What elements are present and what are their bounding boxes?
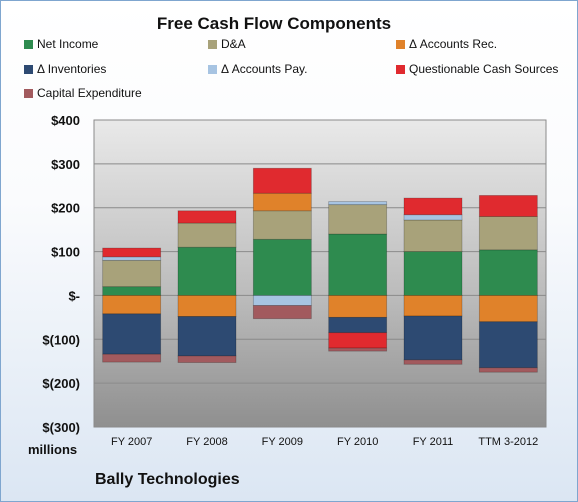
bar-segment-accounts-pay: [328, 201, 388, 206]
legend-item-capital-expenditure: Capital Expenditure: [24, 86, 142, 100]
y-tick-label: $300: [51, 157, 80, 172]
bar-segment-net-income: [252, 238, 312, 296]
bar-segment-inventories: [478, 321, 538, 369]
bar-segment-capital-expenditure: [177, 355, 237, 363]
legend-item-net-income: Net Income: [24, 37, 98, 51]
bar-segment-inventories: [102, 313, 162, 355]
legend-swatch: [208, 40, 217, 49]
bar-segment-accounts-rec: [403, 295, 463, 317]
bar-segment-capital-expenditure: [328, 347, 388, 352]
legend-label: Δ Accounts Rec.: [409, 37, 498, 51]
x-tick-label: FY 2009: [262, 436, 303, 448]
legend-item-d-a: D&A: [208, 37, 246, 51]
x-tick-label: FY 2011: [413, 436, 454, 448]
legend-label: Questionable Cash Sources: [409, 62, 559, 76]
y-tick-label: $200: [51, 201, 80, 216]
bar-segment-d-a: [403, 219, 463, 252]
unit-label: millions: [28, 442, 78, 457]
bar-segment-capital-expenditure: [478, 367, 538, 373]
bar-segment-accounts-rec: [102, 295, 162, 315]
company-name: Bally Technologies: [95, 471, 240, 488]
bar-segment-accounts-rec: [328, 295, 388, 318]
bar-segment-questionable-cash-sources: [102, 247, 162, 258]
legend-swatch: [396, 65, 405, 74]
bar-segment-questionable-cash-sources: [177, 210, 237, 224]
bar-segment-d-a: [252, 210, 312, 240]
legend-label: D&A: [221, 37, 246, 51]
bar-segment-net-income: [177, 246, 237, 296]
legend-label: Δ Inventories: [37, 62, 107, 76]
bar-segment-questionable-cash-sources: [403, 197, 463, 216]
y-tick-label: $100: [51, 245, 80, 260]
legend-swatch: [396, 40, 405, 49]
bar-segment-d-a: [177, 222, 237, 248]
legend-item-accounts-pay: Δ Accounts Pay.: [208, 62, 308, 76]
bar-segment-capital-expenditure: [252, 305, 312, 320]
bar-segment-net-income: [328, 233, 388, 296]
bar-segment-d-a: [478, 216, 538, 251]
bar-segment-questionable-cash-sources: [478, 195, 538, 217]
legend-item-accounts-rec: Δ Accounts Rec.: [396, 37, 497, 51]
bar-segment-questionable-cash-sources: [328, 332, 388, 349]
bar-segment-inventories: [403, 315, 463, 361]
legend-swatch: [24, 40, 33, 49]
bar-segment-accounts-pay: [252, 295, 312, 306]
legend-item-questionable-cash-sources: Questionable Cash Sources: [396, 62, 558, 76]
bar-segment-accounts-rec: [252, 192, 312, 212]
legend-label: Capital Expenditure: [37, 86, 142, 100]
bar-segment-inventories: [328, 316, 388, 334]
legend-swatch: [24, 65, 33, 74]
y-tick-label: $(100): [42, 332, 80, 347]
bar-segment-questionable-cash-sources: [252, 167, 312, 194]
bar-segment-accounts-pay: [102, 256, 162, 261]
bar-segment-inventories: [177, 316, 237, 357]
bar-segment-d-a: [328, 204, 388, 235]
bar-segment-accounts-rec: [478, 295, 538, 323]
legend-label: Δ Accounts Pay.: [221, 62, 308, 76]
bar-segment-d-a: [102, 259, 162, 288]
bar-segment-accounts-pay: [403, 214, 463, 221]
x-tick-label: FY 2007: [111, 436, 152, 448]
legend-swatch: [24, 89, 33, 98]
x-tick-label: FY 2008: [186, 436, 227, 448]
legend-item-inventories: Δ Inventories: [24, 62, 106, 76]
bar-segment-net-income: [478, 249, 538, 296]
y-tick-label: $400: [51, 113, 80, 128]
plot-area: [93, 119, 547, 428]
x-tick-label: TTM 3-2012: [478, 436, 538, 448]
chart-title: Free Cash Flow Components: [156, 14, 392, 33]
x-tick-label: FY 2010: [337, 436, 378, 448]
legend-label: Net Income: [37, 37, 99, 51]
bar-segment-net-income: [403, 251, 463, 296]
legend-swatch: [208, 65, 217, 74]
y-tick-label: $(200): [42, 376, 80, 391]
bar-segment-net-income: [102, 286, 162, 296]
bar-segment-accounts-rec: [177, 295, 237, 317]
y-tick-label: $(300): [42, 420, 80, 435]
bar-segment-capital-expenditure: [102, 353, 162, 363]
y-tick-label: $-: [68, 288, 80, 303]
bar-segment-capital-expenditure: [403, 359, 463, 365]
